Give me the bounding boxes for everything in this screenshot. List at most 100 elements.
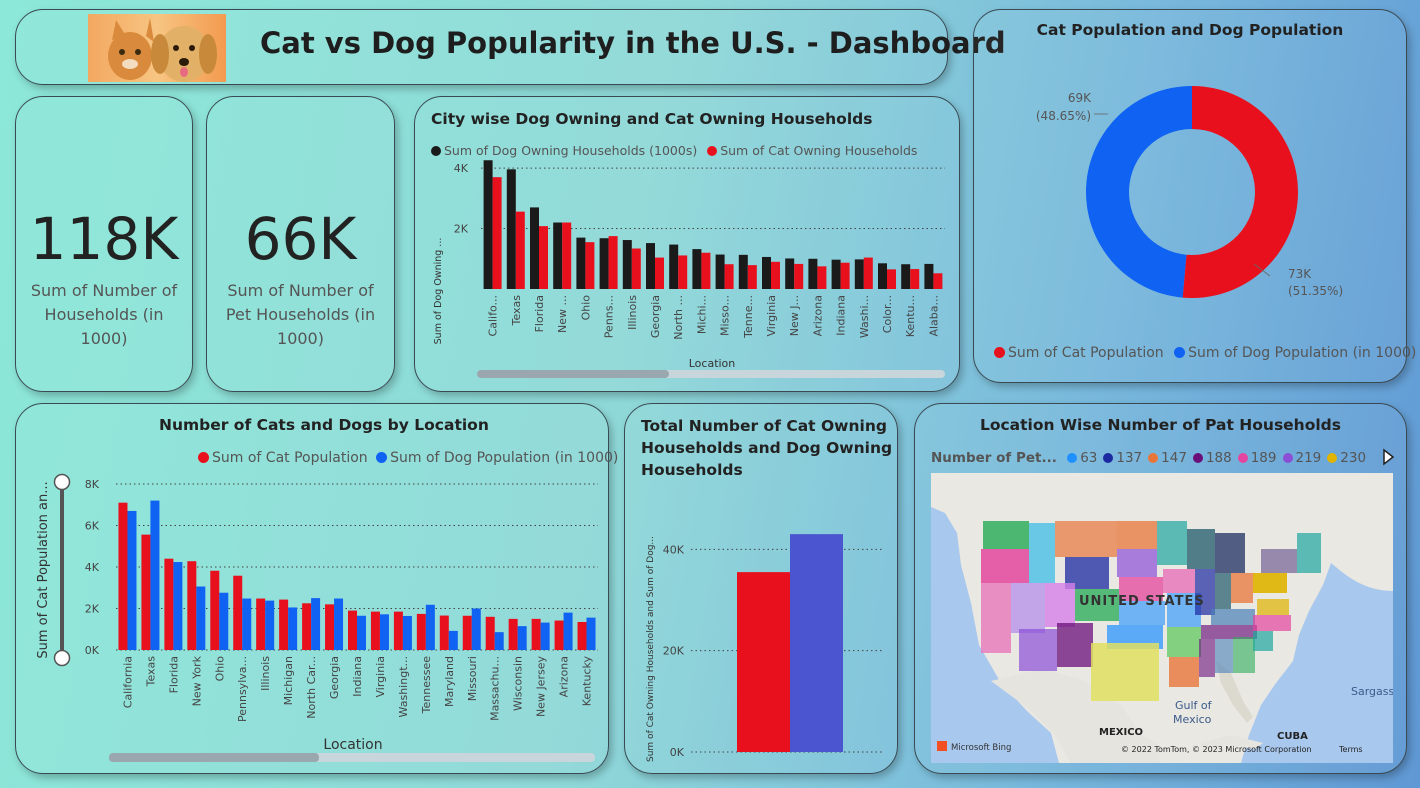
city-bar-cat[interactable] [887, 269, 896, 289]
location-bar-dog[interactable] [540, 622, 550, 650]
location-bar-dog[interactable] [334, 598, 344, 650]
city-bar-cat[interactable] [747, 265, 757, 289]
location-bar-cat[interactable] [416, 613, 426, 650]
city-bar-dog[interactable] [599, 238, 609, 289]
map-view[interactable]: UNITED STATES MEXICO CUBA Gulf of Mexico… [931, 473, 1393, 763]
legend-item-cat-owning[interactable]: Sum of Cat Owning Households [707, 143, 917, 158]
city-bar-dog[interactable] [878, 263, 887, 289]
location-bar-dog[interactable] [357, 615, 366, 650]
location-bar-cat[interactable] [554, 620, 564, 650]
city-bar-cat[interactable] [539, 226, 548, 289]
city-bar-dog[interactable] [762, 256, 771, 289]
location-bar-cat[interactable] [508, 618, 518, 650]
legend-item-cat-population[interactable]: Sum of Cat Population [994, 345, 1164, 361]
city-bar-cat[interactable] [863, 257, 873, 289]
map-legend-item[interactable]: 189 [1237, 450, 1277, 466]
city-bar-dog[interactable] [576, 237, 586, 289]
legend-item-dog-population[interactable]: Sum of Dog Population (in 1000) [376, 450, 618, 466]
legend-item-dog-population[interactable]: Sum of Dog Population (in 1000) [1174, 345, 1416, 361]
city-bar-dog[interactable] [483, 160, 493, 289]
location-bar-cat[interactable] [256, 598, 266, 650]
city-bar-dog[interactable] [553, 222, 563, 289]
location-chart-card[interactable]: Number of Cats and Dogs by Location Sum … [15, 403, 618, 774]
map-legend-item[interactable]: 63 [1067, 450, 1097, 466]
city-bar-cat[interactable] [701, 252, 711, 289]
location-bar-cat[interactable] [302, 603, 312, 650]
city-bar-cat[interactable] [840, 262, 850, 289]
city-bar-dog[interactable] [924, 263, 934, 289]
location-bar-dog[interactable] [288, 607, 298, 650]
location-bar-dog[interactable] [127, 510, 137, 650]
total-bar-cat-owning[interactable] [737, 572, 790, 752]
city-bar-cat[interactable] [515, 211, 525, 289]
location-scrollbar-thumb[interactable] [109, 753, 319, 762]
location-bar-dog[interactable] [563, 612, 573, 650]
location-bar-dog[interactable] [311, 598, 321, 650]
location-bar-cat[interactable] [164, 558, 174, 650]
location-bar-dog[interactable] [471, 608, 481, 651]
legend-item-dog-owning[interactable]: Sum of Dog Owning Households (1000s) [431, 143, 697, 158]
location-bar-cat[interactable] [187, 561, 197, 650]
map-legend-item[interactable]: 147 [1148, 450, 1187, 466]
city-bar-dog[interactable] [506, 169, 516, 289]
city-bar-cat[interactable] [724, 264, 734, 289]
city-bar-cat[interactable] [608, 236, 618, 289]
location-bar-dog[interactable] [494, 632, 504, 650]
location-bar-cat[interactable] [325, 604, 335, 650]
location-bar-cat[interactable] [118, 502, 128, 650]
location-bar-dog[interactable] [173, 562, 183, 650]
location-bar-dog[interactable] [379, 614, 389, 650]
donut-slice-cat[interactable] [1182, 86, 1298, 298]
city-bar-cat[interactable] [771, 261, 780, 289]
location-bar-dog[interactable] [402, 615, 412, 650]
location-bar-dog[interactable] [196, 586, 206, 650]
location-bar-dog[interactable] [448, 630, 458, 650]
city-bar-cat[interactable] [910, 269, 920, 289]
location-bar-cat[interactable] [348, 610, 357, 650]
city-bar-dog[interactable] [530, 207, 539, 289]
city-bar-dog[interactable] [831, 259, 841, 289]
location-bar-cat[interactable] [439, 615, 449, 650]
city-bar-cat[interactable] [817, 266, 827, 289]
zoom-slider-bottom-handle[interactable] [53, 649, 71, 667]
city-bar-dog[interactable] [738, 254, 748, 289]
map-terms-link[interactable]: Terms [1338, 745, 1363, 754]
location-bar-dog[interactable] [517, 626, 527, 650]
city-bar-cat[interactable] [631, 248, 641, 289]
kpi-card-households[interactable]: 118K Sum of Number of Households (in 100… [15, 96, 193, 392]
city-bar-dog[interactable] [785, 258, 795, 289]
map-legend-item[interactable]: 219 [1282, 450, 1321, 466]
location-bar-dog[interactable] [150, 500, 160, 650]
map-legend-item[interactable]: 230 [1327, 450, 1366, 466]
location-bar-dog[interactable] [586, 617, 596, 650]
city-bar-dog[interactable] [622, 240, 632, 289]
city-chart-card[interactable]: City wise Dog Owning and Cat Owning Hous… [414, 96, 960, 392]
location-bar-dog[interactable] [425, 604, 435, 650]
location-bar-cat[interactable] [210, 570, 220, 650]
city-bar-dog[interactable] [808, 258, 818, 289]
city-bar-cat[interactable] [794, 263, 804, 289]
location-bar-dog[interactable] [242, 598, 252, 650]
city-bar-cat[interactable] [562, 222, 572, 289]
location-bar-cat[interactable] [370, 611, 380, 650]
city-bar-dog[interactable] [646, 243, 655, 289]
location-bar-cat[interactable] [485, 616, 495, 650]
location-bar-cat[interactable] [393, 611, 403, 650]
location-bar-cat[interactable] [462, 615, 472, 650]
city-scrollbar-thumb[interactable] [477, 370, 669, 378]
zoom-slider-top-handle[interactable] [53, 473, 71, 491]
city-bar-cat[interactable] [655, 257, 664, 289]
kpi-card-pet-households[interactable]: 66K Sum of Number of Pet Households (in … [206, 96, 395, 392]
city-bar-dog[interactable] [692, 249, 702, 289]
city-bar-cat[interactable] [678, 255, 688, 289]
total-bar-dog-owning[interactable] [790, 534, 843, 752]
city-bar-cat[interactable] [585, 242, 595, 289]
total-chart-card[interactable]: Total Number of Cat Owning Households an… [624, 403, 898, 774]
city-bar-dog[interactable] [715, 254, 725, 289]
legend-next-arrow-icon[interactable] [1382, 448, 1395, 466]
location-bar-dog[interactable] [265, 600, 275, 650]
city-bar-dog[interactable] [669, 244, 679, 289]
city-bar-cat[interactable] [933, 273, 943, 289]
location-bar-cat[interactable] [279, 599, 289, 650]
city-bar-dog[interactable] [854, 259, 864, 289]
